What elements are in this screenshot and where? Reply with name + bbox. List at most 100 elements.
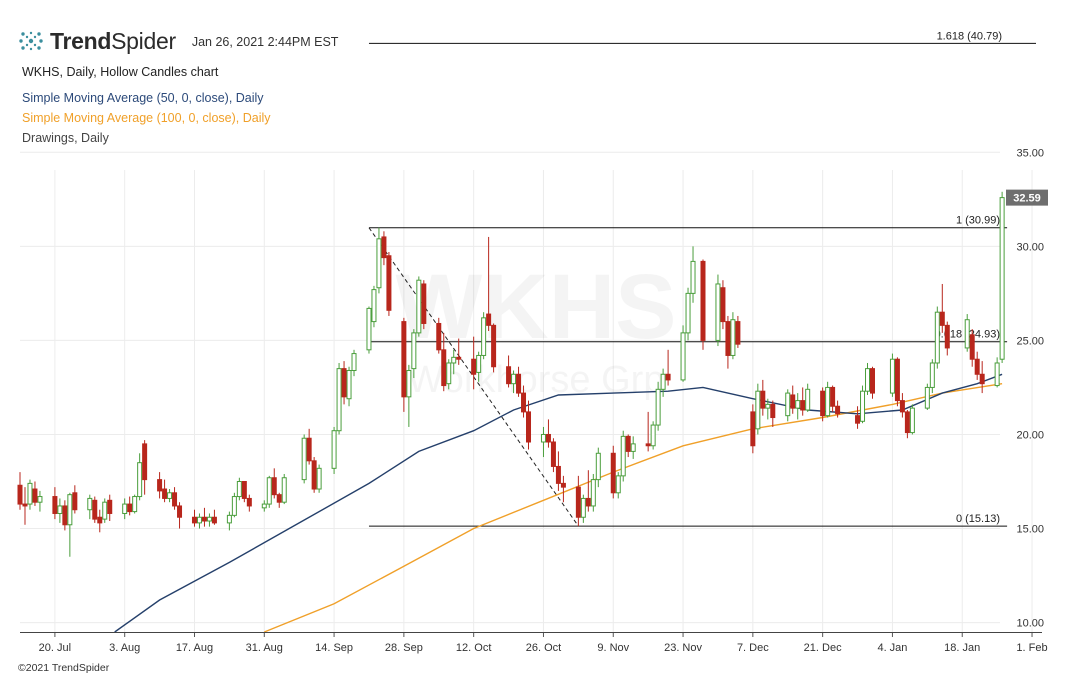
candle-up [122, 503, 128, 514]
y-tick-label: 30.00 [1016, 241, 1044, 253]
candle-down [939, 311, 945, 326]
candle-down [246, 497, 252, 507]
candle-up [451, 356, 457, 364]
copyright-notice: ©2021 TrendSpider [18, 662, 110, 674]
candle-down [835, 405, 841, 415]
candle-down [306, 437, 312, 462]
candle-up [909, 407, 915, 434]
last-price-badge [1006, 189, 1048, 206]
candle-down [311, 460, 317, 490]
x-tick-label: 4. Jan [877, 642, 907, 654]
candle-up [999, 197, 1005, 360]
candle-up [511, 373, 517, 385]
candle-up [346, 370, 352, 400]
candle-up [102, 501, 108, 520]
legend-sma50[interactable]: Simple Moving Average (50, 0, close), Da… [22, 91, 264, 105]
candle-down [516, 373, 522, 394]
candle-up [132, 496, 138, 513]
candle-up [805, 388, 811, 411]
x-tick-label: 12. Oct [456, 642, 491, 654]
chart-timestamp: Jan 26, 2021 2:44PM EST [191, 35, 339, 49]
candle-up [316, 467, 322, 490]
candle-up [366, 307, 372, 351]
candle-down [770, 403, 776, 419]
candle-down [760, 390, 766, 409]
candle-down [127, 503, 133, 513]
candle-up [371, 289, 377, 323]
legend-sma100[interactable]: Simple Moving Average (100, 0, close), D… [22, 111, 271, 125]
candle-down [720, 287, 726, 323]
candle-up [615, 475, 621, 494]
candle-up [351, 353, 357, 372]
chart-title[interactable]: WKHS, Daily, Hollow Candles chart [22, 65, 219, 79]
sma100-line-group [264, 383, 1003, 633]
candle-up [196, 516, 202, 524]
candle-down [894, 358, 900, 402]
candle-down [381, 236, 387, 259]
candle-down [830, 386, 836, 407]
candle-down [790, 394, 796, 409]
trendspider-logo: TrendSpider [18, 28, 176, 55]
candle-up [87, 497, 93, 511]
candle-up [301, 437, 307, 481]
legend-drawings[interactable]: Drawings, Daily [22, 131, 109, 145]
candle-down [421, 283, 427, 324]
candle-down [62, 505, 68, 526]
fib-level-label: 1 (30.99) [956, 215, 1000, 227]
candle-up [590, 479, 596, 507]
candle-up [446, 362, 452, 385]
candle-up [795, 400, 801, 409]
candle-down [855, 415, 861, 424]
axes: 10.00 15.00 20.00 25.00 30.00 35.00 20. Jul 3. … [20, 147, 1048, 654]
candle-up [889, 358, 895, 394]
candle-up [934, 311, 940, 364]
last-price-label: 32.59 [1013, 193, 1041, 205]
candle-down [92, 499, 98, 520]
x-tick-label: 20. Jul [39, 642, 71, 654]
candle-up [266, 477, 272, 505]
candle-down [550, 441, 556, 467]
candle-down [700, 260, 706, 341]
candle-down [32, 488, 38, 503]
candle-up [620, 435, 626, 477]
candle-down [735, 321, 741, 345]
candle-down [904, 411, 910, 434]
candle-up [336, 368, 342, 432]
candle-down [22, 503, 28, 507]
candle-down [555, 465, 561, 484]
candle-up [755, 390, 761, 430]
candle-down [436, 322, 442, 351]
candle-up [685, 292, 691, 334]
candle-down [276, 494, 282, 503]
candle-down [560, 482, 566, 488]
candle-down [172, 492, 178, 507]
candle-down [526, 411, 532, 443]
candle-down [645, 443, 651, 447]
x-tick-label: 26. Oct [526, 642, 561, 654]
candle-up [261, 503, 267, 509]
candle-down [575, 486, 581, 518]
candle-down [441, 349, 447, 387]
x-tick-label: 28. Sep [385, 642, 423, 654]
spider-logo-icon [19, 31, 43, 51]
candle-down [625, 435, 631, 452]
fib-level-label: 0 (15.13) [956, 513, 1000, 525]
x-tick-label: 9. Nov [597, 642, 629, 654]
candle-down [157, 479, 163, 492]
candle-down [585, 497, 591, 507]
y-tick-label: 20.00 [1016, 429, 1044, 441]
candle-down [506, 366, 512, 385]
sma100-line [264, 383, 1003, 633]
x-tick-label: 18. Jan [944, 642, 980, 654]
y-tick-label: 35.00 [1016, 147, 1044, 159]
candle-down [545, 433, 551, 443]
x-tick-label: 17. Aug [176, 642, 213, 654]
candle-down [72, 492, 78, 511]
y-tick-label: 15.00 [1016, 524, 1044, 536]
candle-up [595, 452, 601, 481]
candle-up [825, 386, 831, 417]
candle-down [211, 516, 217, 524]
candle-down [486, 313, 492, 326]
candle-down [974, 358, 980, 375]
